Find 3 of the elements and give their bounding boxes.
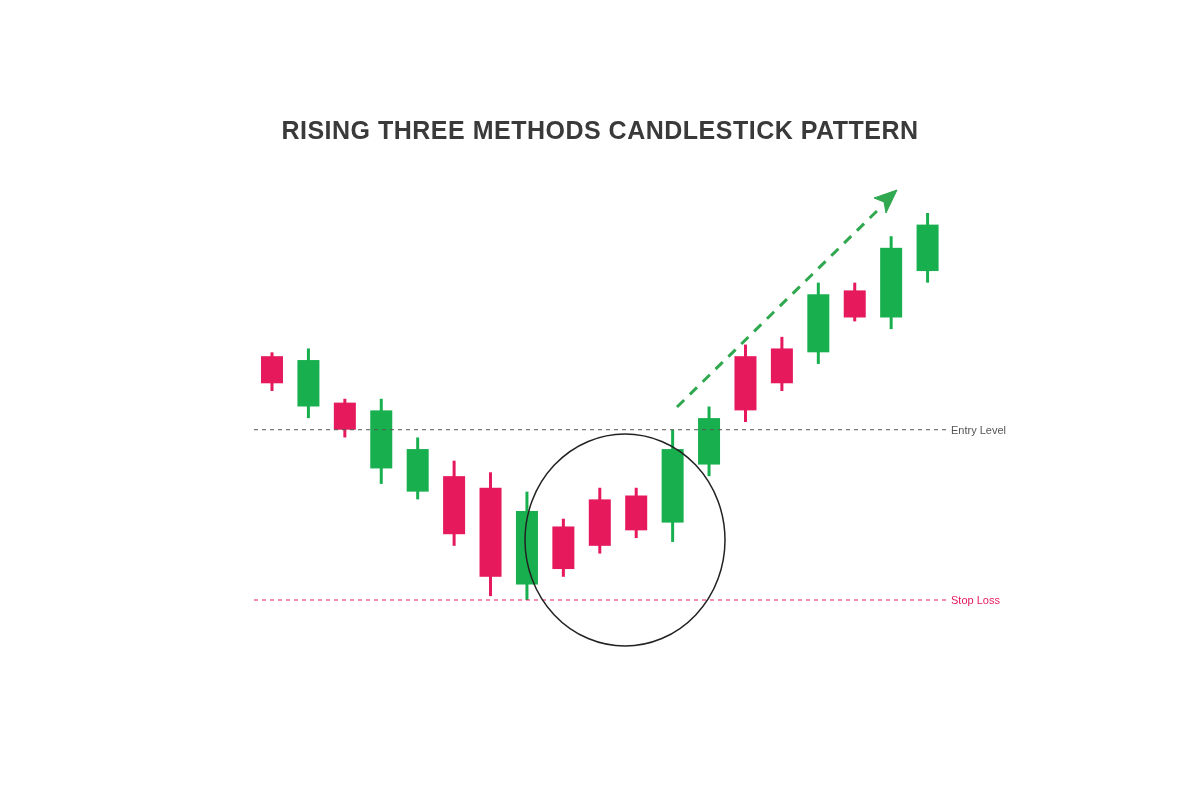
chart-title: RISING THREE METHODS CANDLESTICK PATTERN <box>280 116 920 145</box>
ref-line-label: Stop Loss <box>951 593 1001 606</box>
ref-line-label: Entry Level <box>951 423 1007 436</box>
